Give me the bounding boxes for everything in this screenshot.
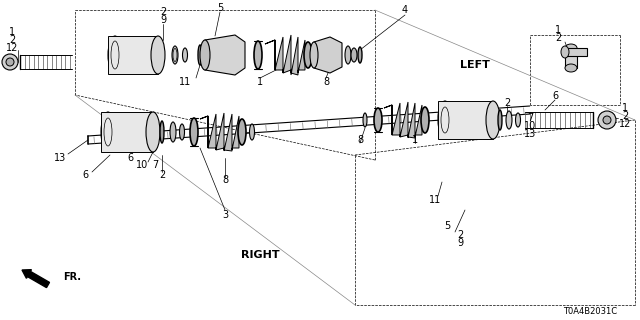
Bar <box>565 48 587 56</box>
Circle shape <box>2 54 18 70</box>
Ellipse shape <box>351 48 357 62</box>
Ellipse shape <box>515 113 520 127</box>
Bar <box>101 112 153 152</box>
Text: 2: 2 <box>160 7 166 17</box>
Text: 5: 5 <box>444 221 450 231</box>
Text: 8: 8 <box>323 77 329 87</box>
Text: 1: 1 <box>9 27 15 37</box>
Ellipse shape <box>345 46 351 64</box>
Text: 7: 7 <box>527 113 533 123</box>
Ellipse shape <box>200 40 210 70</box>
Ellipse shape <box>170 122 176 142</box>
Ellipse shape <box>182 48 188 62</box>
Circle shape <box>598 111 616 129</box>
Text: 10: 10 <box>524 121 536 131</box>
Bar <box>438 101 493 139</box>
Ellipse shape <box>421 107 429 133</box>
Text: 8: 8 <box>222 175 228 185</box>
Text: 6: 6 <box>552 91 558 101</box>
Text: RIGHT: RIGHT <box>241 250 279 260</box>
Ellipse shape <box>565 64 577 72</box>
Text: 7: 7 <box>152 160 158 170</box>
Polygon shape <box>205 35 245 75</box>
Text: 4: 4 <box>402 5 408 15</box>
Text: 9: 9 <box>457 238 463 248</box>
Ellipse shape <box>363 113 367 127</box>
Polygon shape <box>265 35 305 75</box>
Text: 13: 13 <box>54 153 66 163</box>
Bar <box>108 36 158 74</box>
Text: 12: 12 <box>619 119 631 129</box>
Polygon shape <box>200 113 239 151</box>
Text: 2: 2 <box>9 35 15 45</box>
Text: 11: 11 <box>429 195 441 205</box>
Text: 3: 3 <box>222 210 228 220</box>
Ellipse shape <box>101 112 115 152</box>
Ellipse shape <box>190 118 198 146</box>
Text: T0A4B2031C: T0A4B2031C <box>563 308 617 316</box>
Text: 2: 2 <box>504 98 510 108</box>
Ellipse shape <box>179 124 184 140</box>
Text: 11: 11 <box>179 77 191 87</box>
Ellipse shape <box>561 46 569 58</box>
Text: 1: 1 <box>622 103 628 113</box>
Circle shape <box>6 58 14 66</box>
Ellipse shape <box>304 42 312 68</box>
Text: 9: 9 <box>160 15 166 25</box>
Text: 5: 5 <box>217 3 223 13</box>
Ellipse shape <box>310 42 318 68</box>
Text: 2: 2 <box>457 230 463 240</box>
Text: 1: 1 <box>555 25 561 35</box>
Ellipse shape <box>254 41 262 69</box>
Text: FR.: FR. <box>63 272 81 282</box>
Text: 1: 1 <box>412 135 418 145</box>
Ellipse shape <box>238 119 246 145</box>
Text: LEFT: LEFT <box>460 60 490 70</box>
Ellipse shape <box>565 44 577 52</box>
FancyArrow shape <box>22 270 49 288</box>
Text: 8: 8 <box>357 135 363 145</box>
Text: 2: 2 <box>622 111 628 121</box>
Polygon shape <box>314 37 342 73</box>
Text: 2: 2 <box>555 33 561 43</box>
Ellipse shape <box>146 112 160 152</box>
Text: 6: 6 <box>127 153 133 163</box>
Ellipse shape <box>486 101 500 139</box>
Ellipse shape <box>374 108 382 132</box>
Ellipse shape <box>498 110 502 130</box>
Ellipse shape <box>160 121 164 143</box>
Text: 12: 12 <box>6 43 18 53</box>
Ellipse shape <box>151 36 165 74</box>
Text: 10: 10 <box>136 160 148 170</box>
Ellipse shape <box>108 36 122 74</box>
Ellipse shape <box>506 111 512 129</box>
Circle shape <box>603 116 611 124</box>
Text: 1: 1 <box>257 77 263 87</box>
Ellipse shape <box>172 46 178 64</box>
Ellipse shape <box>438 101 452 139</box>
Text: 2: 2 <box>159 170 165 180</box>
Text: 13: 13 <box>524 129 536 139</box>
Text: 6: 6 <box>82 170 88 180</box>
Ellipse shape <box>198 45 202 65</box>
Ellipse shape <box>250 124 255 140</box>
Bar <box>565 48 577 68</box>
Polygon shape <box>384 102 422 138</box>
Ellipse shape <box>358 47 362 63</box>
